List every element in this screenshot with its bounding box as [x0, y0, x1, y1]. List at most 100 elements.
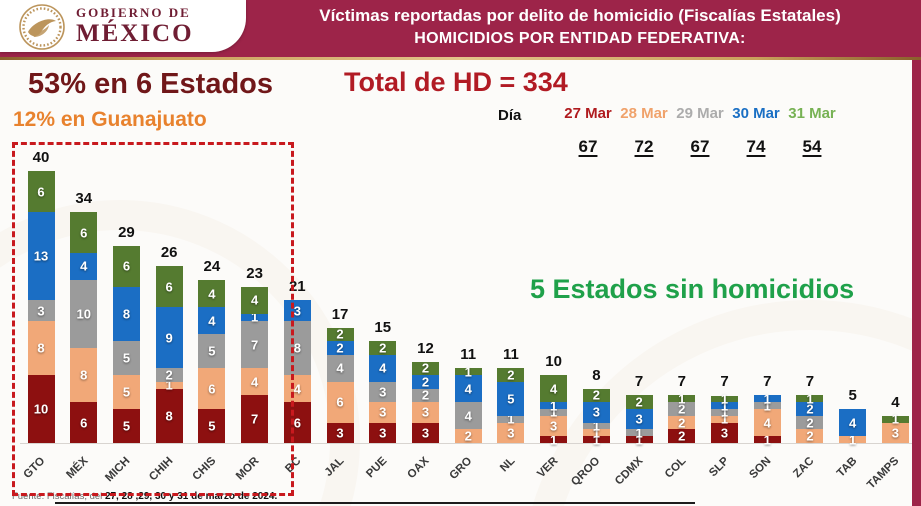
mexico-eagle-seal-icon	[18, 3, 66, 51]
segment-30-mar: 4	[70, 252, 98, 281]
segment-value: 2	[806, 428, 814, 444]
segment-30-mar: 1	[540, 399, 568, 412]
legend-day-date: 27 Mar	[564, 105, 612, 122]
segment-30-mar: 1	[753, 392, 781, 405]
segment-value: 4	[464, 408, 472, 424]
segment-27-mar: 7	[241, 395, 269, 443]
segment-29-mar: 4	[454, 402, 482, 430]
segment-value: 3	[635, 411, 643, 427]
segment-28-mar: 6	[198, 368, 226, 410]
segment-value: 3	[550, 418, 558, 434]
bar-chis: 5 6 5 4 4	[198, 280, 226, 443]
segment-29-mar: 3	[27, 300, 55, 321]
segment-28-mar: 1	[582, 426, 610, 439]
segment-29-mar: 1	[497, 413, 525, 426]
segment-value: 3	[720, 425, 729, 441]
bar-total-chih: 26	[160, 244, 178, 262]
segment-value: 13	[33, 248, 49, 264]
segment-value: 6	[336, 394, 344, 410]
segment-29-mar: 5	[112, 341, 140, 376]
legend-day-count: 74	[746, 137, 766, 156]
header-titles: Víctimas reportadas por delito de homici…	[250, 6, 910, 48]
segment-31-mar: 6	[27, 171, 55, 213]
segment-31-mar: 2	[497, 368, 525, 382]
right-edge-strip	[912, 0, 921, 506]
segment-27-mar: 6	[70, 402, 98, 443]
segment-value: 4	[293, 381, 301, 397]
segment-30-mar: 8	[112, 286, 140, 342]
bar-total-gto: 40	[32, 149, 50, 167]
segment-30-mar: 4	[369, 354, 397, 382]
segment-value: 5	[507, 391, 515, 407]
legend-day-4: 30 Mar 74	[728, 105, 784, 157]
segment-value: 2	[379, 340, 387, 356]
bar-total-jal: 17	[331, 305, 349, 323]
segment-value: 2	[592, 387, 600, 403]
legend-days: 27 Mar 67 28 Mar 72 29 Mar 67 30 Mar 74 31 Mar 54	[560, 105, 840, 157]
highlight-guanajuato: 12% en Guanajuato	[13, 108, 207, 131]
segment-value: 3	[293, 303, 301, 319]
legend-day-count: 67	[690, 137, 710, 156]
legend-day-label: Día	[498, 107, 522, 124]
segment-29-mar: 2	[668, 402, 696, 416]
segment-31-mar: 4	[241, 286, 269, 315]
segment-value: 6	[208, 381, 216, 397]
segment-value: 2	[165, 367, 173, 383]
segment-value: 6	[80, 415, 88, 431]
legend-day-5: 31 Mar 54	[784, 105, 840, 157]
segment-value: 6	[37, 184, 45, 200]
segment-29-mar: 1	[582, 420, 610, 433]
segment-value: 2	[336, 326, 344, 342]
segment-value: 5	[208, 343, 216, 359]
segment-27-mar: 8	[155, 388, 183, 443]
bar-total-méx: 34	[75, 190, 93, 208]
segment-value: 2	[635, 394, 643, 410]
segment-29-mar: 4	[326, 354, 354, 382]
segment-value: 8	[293, 340, 301, 356]
bar-mor: 7 4 7 1 4	[241, 286, 269, 443]
segment-31-mar: 2	[326, 326, 354, 342]
segment-value: 8	[80, 367, 88, 383]
segment-value: 8	[37, 340, 45, 356]
bar-total-ver: 10	[545, 353, 562, 371]
segment-29-mar: 3	[369, 381, 397, 403]
segment-31-mar: 4	[198, 280, 226, 308]
segment-28-mar: 3	[881, 422, 909, 443]
segment-value: 3	[421, 425, 430, 441]
government-logo-text: GOBIERNO DE MÉXICO	[76, 6, 194, 46]
bar-gto: 10 8 3 13 6	[27, 171, 55, 443]
segment-27-mar: 1	[540, 433, 568, 446]
segment-value: 4	[250, 292, 259, 308]
segment-30-mar: 3	[283, 300, 311, 321]
legend-day-date: 29 Mar	[676, 105, 724, 122]
segment-value: 7	[250, 337, 259, 353]
segment-28-mar: 4	[753, 409, 781, 437]
segment-27-mar: 1	[625, 433, 653, 446]
segment-31-mar: 2	[411, 361, 439, 376]
segment-value: 3	[379, 384, 387, 400]
segment-28-mar: 2	[454, 429, 482, 443]
segment-value: 6	[293, 415, 301, 431]
segment-29-mar: 2	[796, 415, 824, 430]
segment-value: 2	[678, 415, 686, 431]
bar-méx: 6 8 10 4 6	[70, 212, 98, 443]
segment-31-mar: 1	[796, 392, 824, 405]
segment-27-mar: 1	[582, 433, 610, 446]
segment-30-mar: 4	[839, 409, 867, 437]
segment-31-mar: 6	[70, 212, 98, 253]
segment-29-mar: 2	[411, 388, 439, 403]
segment-value: 10	[76, 306, 91, 322]
segment-value: 9	[165, 330, 173, 346]
segment-28-mar: 8	[70, 347, 98, 403]
segment-31-mar: 4	[540, 375, 568, 403]
source-dates: 27, 28 ,29, 30 y 31 de marzo de 2024.	[104, 491, 278, 502]
segment-value: 5	[122, 418, 131, 434]
segment-value: 3	[336, 425, 344, 441]
